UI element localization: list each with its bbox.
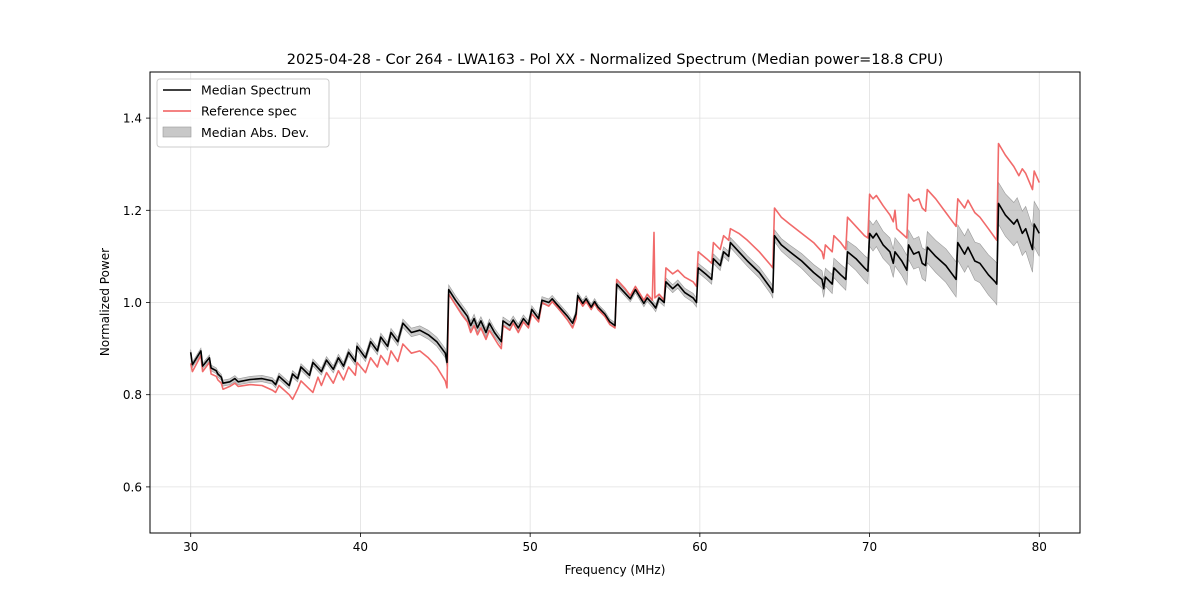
y-axis-label: Normalized Power — [98, 248, 112, 356]
legend-reference-label: Reference spec — [201, 104, 297, 119]
series-layer — [189, 142, 1041, 401]
x-tick-label: 30 — [183, 540, 198, 554]
legend-box — [156, 78, 330, 148]
x-axis-ticks: 30 40 50 60 70 80 — [183, 533, 1047, 554]
mad-band-layer — [190, 181, 1040, 390]
y-tick-label: 0.6 — [123, 480, 142, 494]
y-axis-ticks: 0.6 0.8 1.0 1.2 1.4 — [123, 112, 150, 494]
x-tick-label: 80 — [1032, 540, 1047, 554]
y-tick-label: 0.8 — [123, 388, 142, 402]
y-tick-label: 1.4 — [123, 112, 142, 126]
legend-mad-patch-swatch — [162, 126, 192, 138]
mad-band — [190, 181, 1040, 390]
x-tick-label: 70 — [862, 540, 877, 554]
y-tick-label: 1.0 — [123, 296, 142, 310]
median-spectrum-line — [189, 202, 1041, 387]
x-tick-label: 40 — [353, 540, 368, 554]
x-axis-label: Frequency (MHz) — [565, 563, 666, 577]
legend-mad-label: Median Abs. Dev. — [201, 125, 309, 140]
x-tick-label: 60 — [692, 540, 707, 554]
x-tick-label: 50 — [523, 540, 538, 554]
reference-spectrum-line — [189, 142, 1041, 401]
chart-title: 2025-04-28 - Cor 264 - LWA163 - Pol XX -… — [287, 52, 944, 68]
legend: Median Spectrum Reference spec Median Ab… — [156, 78, 330, 148]
legend-median-label: Median Spectrum — [201, 83, 311, 98]
y-tick-label: 1.2 — [123, 204, 142, 218]
